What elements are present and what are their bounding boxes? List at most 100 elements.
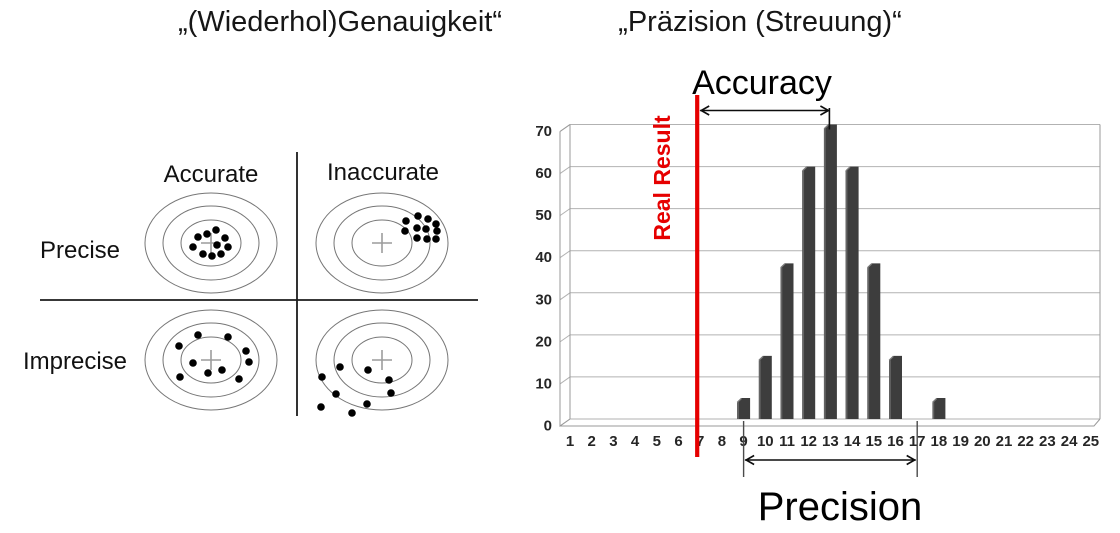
target-ring bbox=[144, 192, 278, 294]
data-point-dot bbox=[218, 366, 226, 374]
target-precise-inaccurate bbox=[315, 192, 449, 294]
data-point-dot bbox=[208, 252, 216, 260]
x-tick-label: 11 bbox=[779, 433, 795, 450]
y-tick-label: 20 bbox=[535, 333, 552, 350]
data-point-dot bbox=[221, 234, 229, 242]
data-point-dot bbox=[235, 375, 243, 383]
data-point-dot bbox=[348, 409, 356, 417]
data-point-dot bbox=[204, 369, 212, 377]
x-tick-label: 21 bbox=[996, 433, 1013, 450]
x-tick-label: 15 bbox=[865, 433, 882, 450]
bar-x18 bbox=[932, 397, 946, 419]
x-tick-label: 18 bbox=[931, 433, 948, 450]
target-ring bbox=[162, 322, 260, 398]
data-point-dot bbox=[401, 227, 409, 235]
x-tick-label: 19 bbox=[952, 433, 969, 450]
y-tick-label: 50 bbox=[535, 207, 552, 224]
bar-x15 bbox=[867, 263, 881, 419]
x-tick-label: 13 bbox=[822, 433, 839, 450]
data-point-dot bbox=[189, 359, 197, 367]
x-tick-label: 6 bbox=[674, 433, 682, 450]
bar-x10 bbox=[758, 355, 772, 419]
target-precise-accurate bbox=[144, 192, 278, 294]
target-ring bbox=[333, 322, 431, 398]
x-tick-label: 14 bbox=[844, 433, 861, 450]
precision-distribution-chart: 0102030405060701234567891011121314151617… bbox=[535, 64, 1101, 529]
x-tick-label: 3 bbox=[609, 433, 617, 450]
row-label-precise: Precise bbox=[40, 237, 120, 264]
bars bbox=[736, 124, 946, 419]
right-title: „Präzision (Streuung)“ bbox=[618, 6, 902, 38]
data-point-dot bbox=[387, 389, 395, 397]
bar-x14 bbox=[845, 166, 859, 419]
data-point-dot bbox=[224, 243, 232, 251]
x-tick-label: 2 bbox=[588, 433, 596, 450]
accuracy-label: Accuracy bbox=[692, 64, 832, 102]
bar-x9 bbox=[736, 397, 751, 419]
real-result-label: Real Result bbox=[649, 115, 675, 241]
data-point-dot bbox=[318, 373, 326, 381]
x-tick-label: 12 bbox=[800, 433, 817, 450]
left-title: „(Wiederhol)Genauigkeit“ bbox=[178, 6, 502, 38]
chart-3d-wall bbox=[559, 124, 1101, 427]
target-imprecise-accurate bbox=[144, 309, 278, 411]
x-tick-label: 20 bbox=[974, 433, 991, 450]
y-tick-label: 0 bbox=[544, 418, 552, 435]
accuracy-arrow bbox=[699, 105, 831, 116]
target-imprecise-inaccurate bbox=[315, 309, 449, 417]
data-point-dot bbox=[402, 217, 410, 225]
x-tick-label: 23 bbox=[1039, 433, 1056, 450]
data-point-dot bbox=[217, 250, 225, 258]
target-ring bbox=[144, 309, 278, 411]
data-point-dot bbox=[317, 403, 325, 411]
target-ring bbox=[315, 192, 449, 294]
bar-x12 bbox=[801, 166, 816, 419]
precision-label: Precision bbox=[758, 485, 923, 529]
data-point-dot bbox=[413, 224, 421, 232]
data-point-dot bbox=[189, 243, 197, 251]
y-tick-label: 70 bbox=[535, 123, 552, 140]
bar-x16 bbox=[888, 355, 902, 419]
y-axis-labels: 0 10 20 30 40 50 60 70 bbox=[535, 123, 552, 435]
target-center-cross bbox=[372, 350, 392, 370]
data-point-dot bbox=[363, 400, 371, 408]
y-tick-label: 10 bbox=[535, 375, 552, 392]
x-tick-label: 1 bbox=[566, 433, 574, 450]
x-tick-label: 7 bbox=[696, 433, 704, 450]
x-axis-labels: 1234567891011121314151617181920212223242… bbox=[566, 433, 1099, 450]
data-point-dot bbox=[175, 342, 183, 350]
x-tick-label: 5 bbox=[653, 433, 661, 450]
bar-x13 bbox=[823, 124, 837, 419]
data-point-dot bbox=[332, 390, 340, 398]
target-ring bbox=[315, 309, 449, 411]
data-point-dot bbox=[432, 235, 440, 243]
data-point-dot bbox=[433, 227, 441, 235]
y-tick-label: 60 bbox=[535, 165, 552, 182]
data-point-dot bbox=[194, 331, 202, 339]
data-point-dot bbox=[423, 235, 431, 243]
data-point-dot bbox=[199, 250, 207, 258]
bar-x11 bbox=[780, 263, 794, 419]
data-point-dot bbox=[414, 212, 422, 220]
data-point-dot bbox=[422, 225, 430, 233]
target-ring bbox=[180, 219, 242, 267]
data-point-dot bbox=[176, 373, 184, 381]
data-point-dot bbox=[432, 220, 440, 228]
data-point-dot bbox=[364, 366, 372, 374]
data-point-dot bbox=[213, 241, 221, 249]
target-center-cross bbox=[372, 233, 392, 253]
data-point-dot bbox=[424, 215, 432, 223]
y-tick-label: 40 bbox=[535, 249, 552, 266]
accuracy-precision-matrix: Accurate Inaccurate Precise Imprecise bbox=[23, 152, 478, 417]
x-tick-label: 10 bbox=[757, 433, 774, 450]
x-tick-label: 25 bbox=[1082, 433, 1099, 450]
precision-arrow bbox=[744, 454, 917, 466]
data-point-dot bbox=[413, 234, 421, 242]
target-center-cross bbox=[201, 350, 221, 370]
y-tick-label: 30 bbox=[535, 291, 552, 308]
target-ring bbox=[162, 205, 260, 281]
x-tick-label: 16 bbox=[887, 433, 904, 450]
target-ring bbox=[351, 336, 413, 384]
data-point-dot bbox=[224, 333, 232, 341]
